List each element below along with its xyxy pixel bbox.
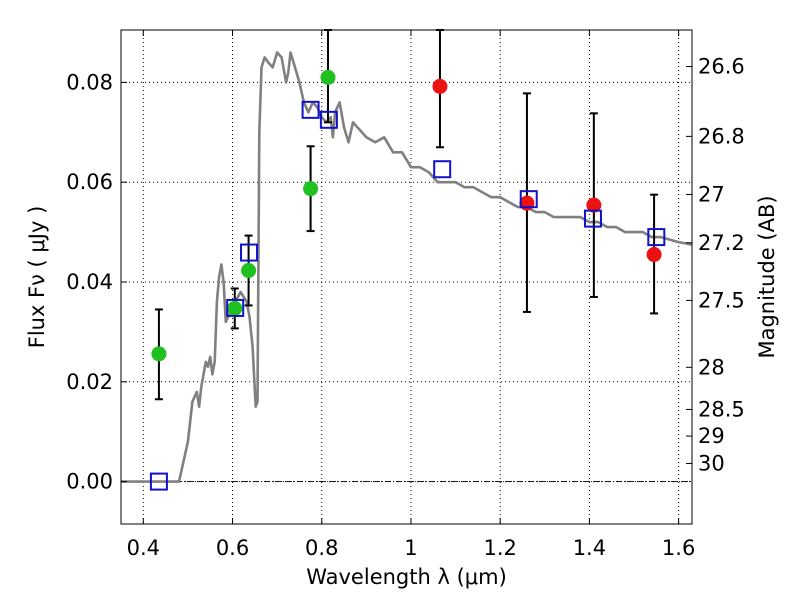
x-tick-label: 0.8 <box>305 536 338 560</box>
green-point <box>303 181 319 197</box>
x-tick-label: 1 <box>404 536 417 560</box>
x-axis-title: Wavelength λ (μm) <box>306 565 507 589</box>
model-spectrum-line <box>121 51 693 483</box>
y2-axis-title: Magnitude (AB) <box>755 195 779 358</box>
model-square-point <box>301 100 320 119</box>
red-point <box>586 197 602 213</box>
mag-tick-label: 26.8 <box>698 124 745 148</box>
mag-tick-label: 27.5 <box>698 288 745 312</box>
model-square-point <box>433 160 452 179</box>
model-squares <box>149 100 666 491</box>
red-point <box>432 78 448 94</box>
x-tick-label: 1.2 <box>483 536 516 560</box>
grid <box>121 30 692 524</box>
error-bars <box>154 29 659 401</box>
y-tick-label: 0.00 <box>66 470 113 494</box>
green-point <box>320 69 336 85</box>
model-square-point <box>583 209 602 228</box>
y-tick-label: 0.04 <box>66 270 113 294</box>
model-square-point <box>226 298 245 317</box>
model-spectrum <box>121 51 693 483</box>
green-point <box>241 263 257 279</box>
mag-tick-label: 28 <box>698 355 725 379</box>
x-tick-label: 1.6 <box>662 536 695 560</box>
mag-tick-label: 27.2 <box>698 231 745 255</box>
model-square-point <box>240 243 259 262</box>
model-square-point <box>319 110 338 129</box>
red-point <box>646 247 662 263</box>
x-tick-label: 1.4 <box>573 536 606 560</box>
mag-tick-label: 26.6 <box>698 55 745 79</box>
x-tick-label: 0.4 <box>127 536 160 560</box>
x-tick-label: 0.6 <box>216 536 249 560</box>
model-square-point <box>149 472 168 491</box>
mag-tick-label: 27 <box>698 182 725 206</box>
y-tick-label: 0.08 <box>66 70 113 94</box>
mag-tick-label: 28.5 <box>698 397 745 421</box>
plot-frame <box>120 29 693 525</box>
mag-tick-label: 30 <box>698 451 725 475</box>
model-square-point <box>519 190 538 209</box>
model-square-point <box>647 228 666 247</box>
y-tick-label: 0.06 <box>66 170 113 194</box>
green-point <box>227 300 243 316</box>
y-tick-label: 0.02 <box>66 370 113 394</box>
y-axis-title: Flux Fν ( μJy ) <box>25 206 49 349</box>
ticks: 0.4 0.6 0.8 1 1.2 1.4 1.6 0.00 0.02 0.04 0.06 0.08 2… <box>66 30 745 560</box>
green-point <box>151 346 167 362</box>
mag-tick-label: 29 <box>698 424 725 448</box>
